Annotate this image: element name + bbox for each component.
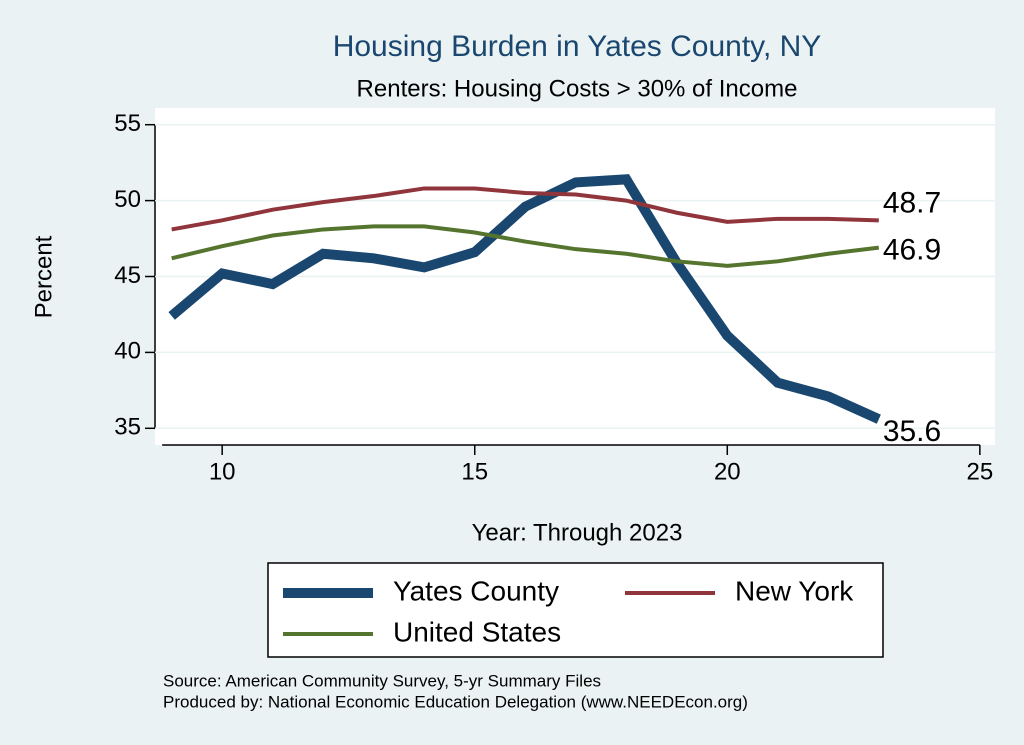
note: Source: American Community Survey, 5-yr … xyxy=(163,671,601,690)
series-line xyxy=(171,186,879,232)
y-tick-label: 55 xyxy=(114,110,141,137)
series-line xyxy=(168,174,881,424)
note: Produced by: National Economic Education… xyxy=(163,692,748,711)
x-axis-label: Year: Through 2023 xyxy=(472,519,683,546)
legend-label: New York xyxy=(735,575,854,606)
legend-label: United States xyxy=(393,616,561,647)
end-label: 46.9 xyxy=(883,234,941,267)
y-tick-label: 35 xyxy=(114,414,141,441)
chart-title: Housing Burden in Yates County, NY xyxy=(333,30,822,63)
x-tick-label: 15 xyxy=(461,458,488,485)
y-tick-label: 40 xyxy=(114,338,141,365)
x-tick-label: 25 xyxy=(966,458,993,485)
end-label: 35.6 xyxy=(883,415,941,448)
series-line xyxy=(171,224,880,268)
legend-label: Yates County xyxy=(393,575,559,606)
end-label: 48.7 xyxy=(883,186,941,219)
y-axis-label: Percent xyxy=(30,235,57,318)
x-tick-label: 20 xyxy=(714,458,741,485)
y-tick-label: 50 xyxy=(114,186,141,213)
legend xyxy=(267,562,884,658)
chart-subtitle: Renters: Housing Costs > 30% of Income xyxy=(357,75,798,102)
y-tick-label: 45 xyxy=(114,262,141,289)
x-tick-label: 10 xyxy=(209,458,236,485)
